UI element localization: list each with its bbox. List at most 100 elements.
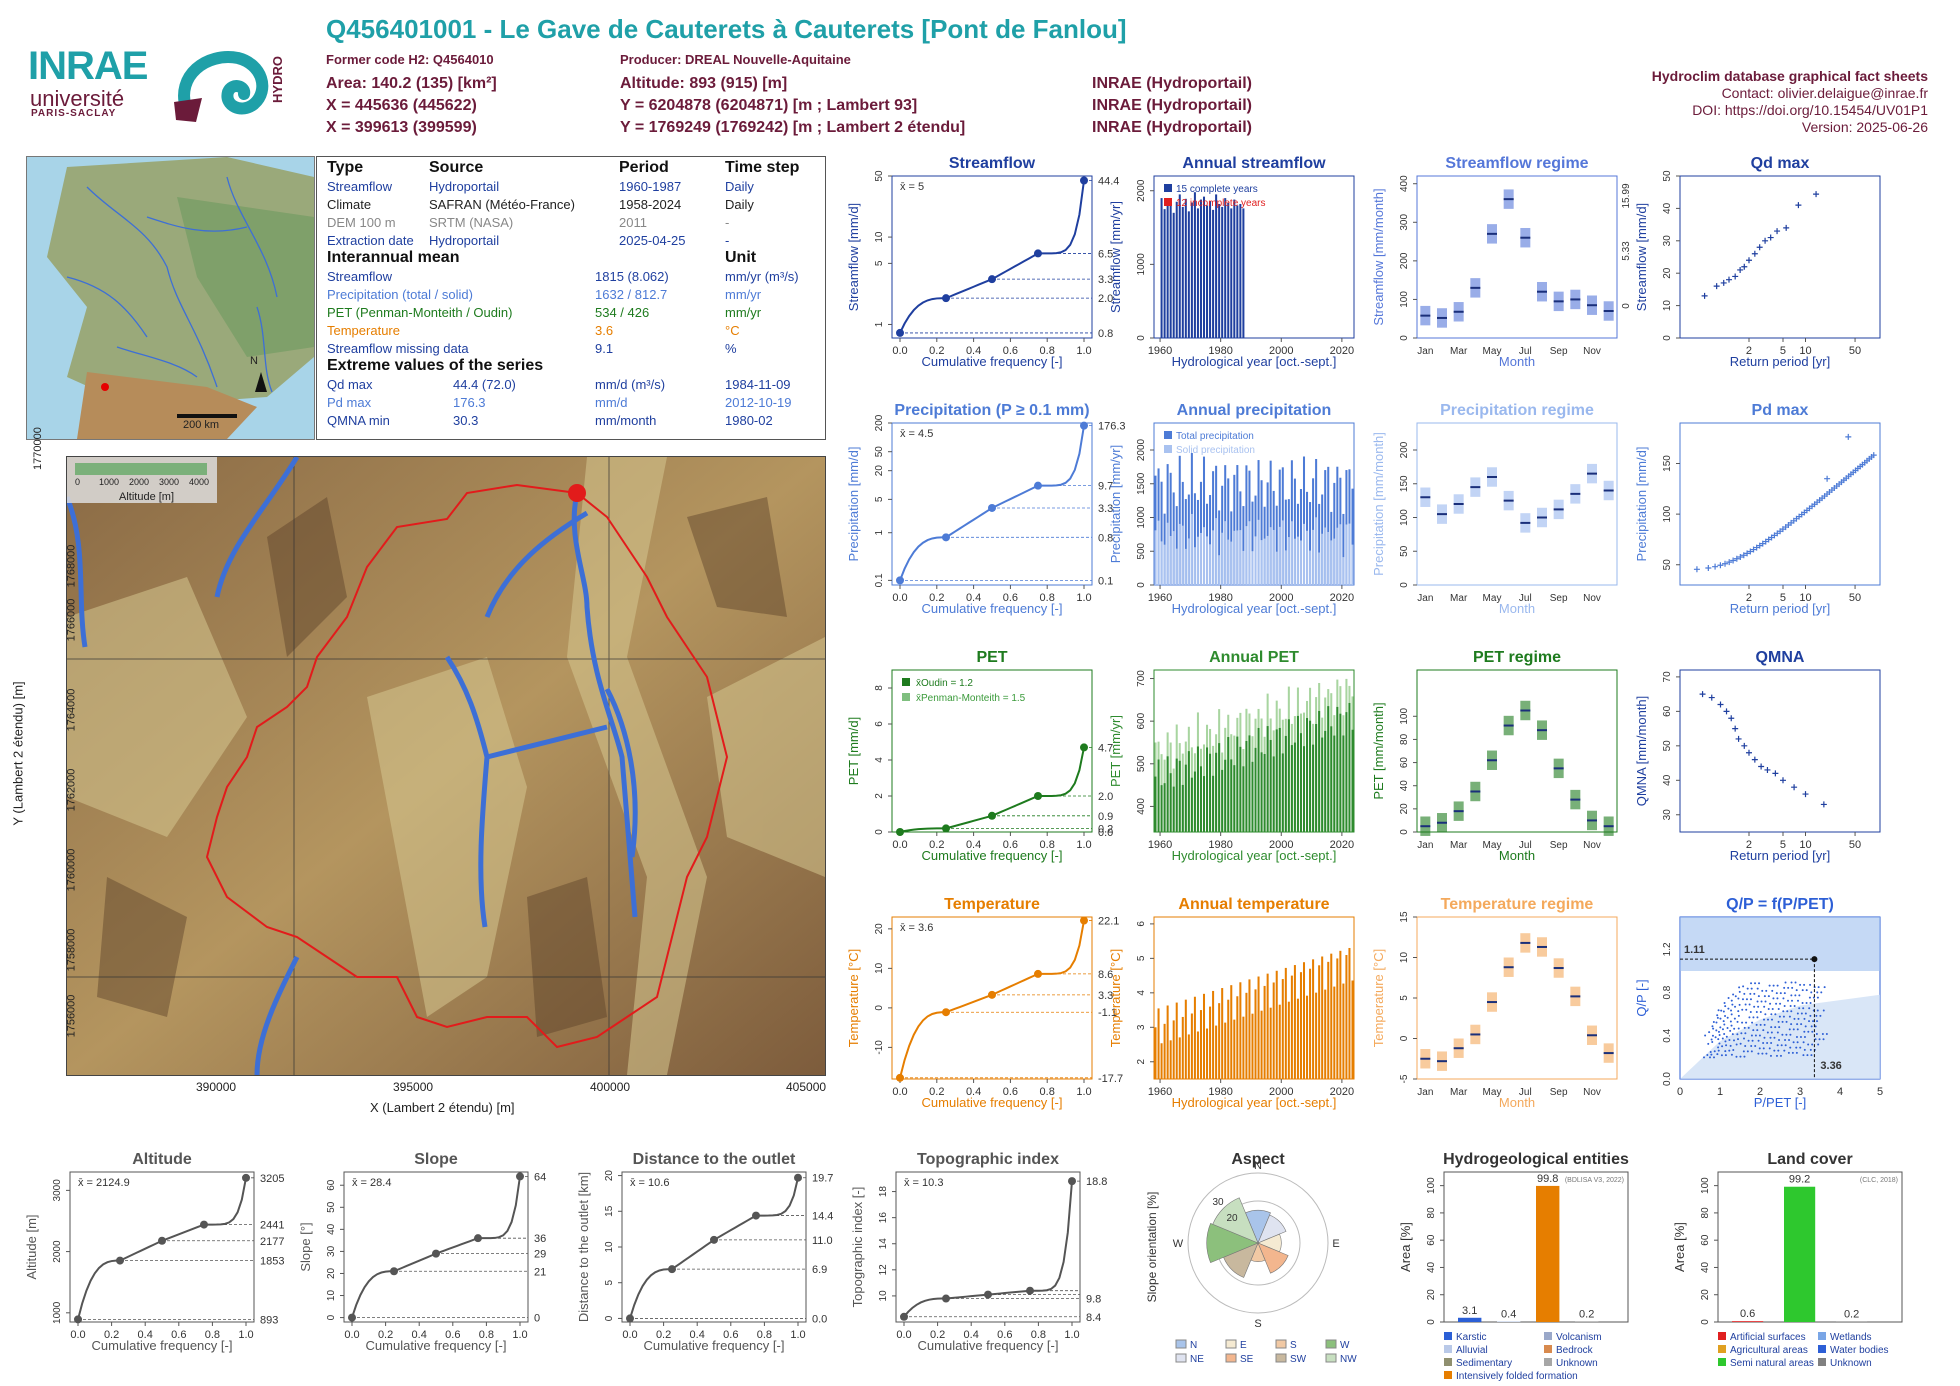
- legend-swatch: [1444, 1371, 1452, 1379]
- extreme-date: 2012-10-19: [725, 395, 792, 410]
- scatter-point: [1754, 982, 1757, 985]
- y-tick-label: 1000: [1136, 253, 1147, 276]
- scatter-point: [1754, 1034, 1757, 1037]
- map-xtick: 395000: [393, 1080, 434, 1094]
- data-point: [1735, 735, 1742, 742]
- x-tick-label: 5: [1780, 345, 1786, 357]
- scatter-point: [1761, 989, 1764, 992]
- bar: [1248, 735, 1251, 832]
- x-tick-label: Sep: [1550, 840, 1568, 851]
- scatter-point: [1756, 987, 1759, 990]
- bar: [1221, 988, 1224, 1079]
- data-point: [1034, 249, 1042, 258]
- bar-solid: [1345, 524, 1348, 585]
- x-tick-label: 0.6: [997, 1329, 1012, 1341]
- table-row-period: 2025-04-25: [619, 233, 686, 248]
- chart-temperature_regime: Temperature regime Month Temperature [°C] -…: [1371, 896, 1618, 1110]
- scatter-point: [1726, 1027, 1729, 1030]
- bar: [1193, 192, 1196, 338]
- series-line: [77, 1177, 247, 1320]
- scatter-point: [1783, 992, 1786, 995]
- legend-label: Unknown: [1830, 1358, 1872, 1369]
- catchment-map-graphic: [67, 457, 825, 1075]
- plot-frame: [621, 1171, 807, 1323]
- scatter-point: [1751, 1039, 1754, 1042]
- bar: [1333, 482, 1336, 585]
- table-header-type: Type: [327, 159, 364, 176]
- bar-solid: [1324, 527, 1327, 585]
- y-tick-label: 50: [874, 446, 885, 458]
- y-tick-label: 0: [1136, 335, 1147, 341]
- x-tick-label: 2020: [1330, 839, 1354, 851]
- point-label: 1.11: [1684, 944, 1705, 956]
- legend-label: Total precipitation: [1176, 431, 1254, 442]
- bar: [1269, 460, 1272, 585]
- legend-label: Solid precipitation: [1176, 445, 1255, 456]
- right-tick-label: -1.1: [1098, 1007, 1117, 1019]
- bar: [1160, 481, 1163, 585]
- scatter-point: [1763, 995, 1766, 998]
- y-tick-label: 6: [1136, 921, 1147, 927]
- data-point: [158, 1236, 166, 1245]
- legend-swatch: [1544, 1345, 1552, 1353]
- bar: [1202, 993, 1206, 1079]
- bar: [1348, 702, 1351, 832]
- chart-qp_pet: Q/P = f(P/PET) P/PET [-] Q/P [-] 1.11 3.36 0 1…: [1634, 896, 1883, 1110]
- x-tick-label: 0.2: [656, 1329, 671, 1341]
- scatter-point: [1779, 1002, 1782, 1005]
- scatter-point: [1766, 1031, 1769, 1034]
- bar: [1284, 499, 1287, 585]
- bar: [1157, 759, 1160, 832]
- data-point: [1693, 566, 1700, 573]
- data-point: [1080, 176, 1088, 185]
- plot-frame: [1679, 669, 1881, 833]
- scatter-point: [1817, 986, 1820, 989]
- bar: [1215, 1025, 1218, 1079]
- scatter-point: [1731, 1003, 1734, 1006]
- bar: [1309, 502, 1312, 585]
- scatter-point: [1799, 1035, 1802, 1038]
- bar-solid: [1275, 551, 1278, 585]
- y-lambert2: Y = 1769249 (1769242) [m ; Lambert 2 éte…: [620, 119, 966, 136]
- legend-swatch: [1718, 1345, 1726, 1353]
- bar: [1315, 724, 1318, 832]
- scatter-point: [1765, 1052, 1768, 1055]
- bar: [1296, 715, 1299, 832]
- chart-title: Precipitation regime: [1440, 402, 1594, 419]
- scatter-point: [1781, 1033, 1784, 1036]
- y-axis-label: Temperature [°C]: [846, 949, 861, 1047]
- x-tick-label: Mar: [1450, 840, 1468, 851]
- x-tick-label: Jul: [1519, 593, 1532, 604]
- bar: [1309, 720, 1312, 832]
- legend-label: Alluvial: [1456, 1345, 1488, 1356]
- y-tick-label: 100: [1399, 291, 1410, 308]
- map-xlabel: X (Lambert 2 étendu) [m]: [370, 1100, 515, 1115]
- y-tick-label: 20: [1426, 1289, 1437, 1301]
- bar-value-label: 0.6: [1740, 1308, 1755, 1320]
- bar-solid: [1157, 520, 1160, 585]
- scatter-point: [1706, 1053, 1709, 1056]
- bar: [1302, 456, 1306, 585]
- scatter-point: [1783, 1004, 1786, 1007]
- data-point: [1737, 554, 1744, 561]
- x-tick-label: 1.0: [1076, 345, 1091, 357]
- y-tick-label: 4: [1136, 990, 1147, 996]
- x-tick-label: 0.0: [892, 1086, 907, 1098]
- chart-title: Annual streamflow: [1182, 155, 1326, 172]
- x-tick-label: May: [1483, 346, 1502, 357]
- mean-label: x̄ = 10.6: [630, 1177, 669, 1189]
- bar-solid: [1166, 522, 1169, 585]
- data-point: [1746, 749, 1752, 756]
- bar: [1169, 198, 1172, 338]
- x-tick-label: 1.0: [1076, 1086, 1091, 1098]
- bar: [1336, 958, 1339, 1079]
- scatter-point: [1729, 1020, 1732, 1023]
- scatter-point: [1797, 1017, 1800, 1020]
- scatter-point: [1763, 1018, 1765, 1021]
- bar: [1227, 999, 1230, 1079]
- scatter-point: [1704, 1034, 1707, 1037]
- data-point: [242, 1173, 250, 1182]
- bar: [1178, 455, 1181, 585]
- y-tick-label: 2000: [1136, 438, 1147, 461]
- bar: [1290, 745, 1293, 832]
